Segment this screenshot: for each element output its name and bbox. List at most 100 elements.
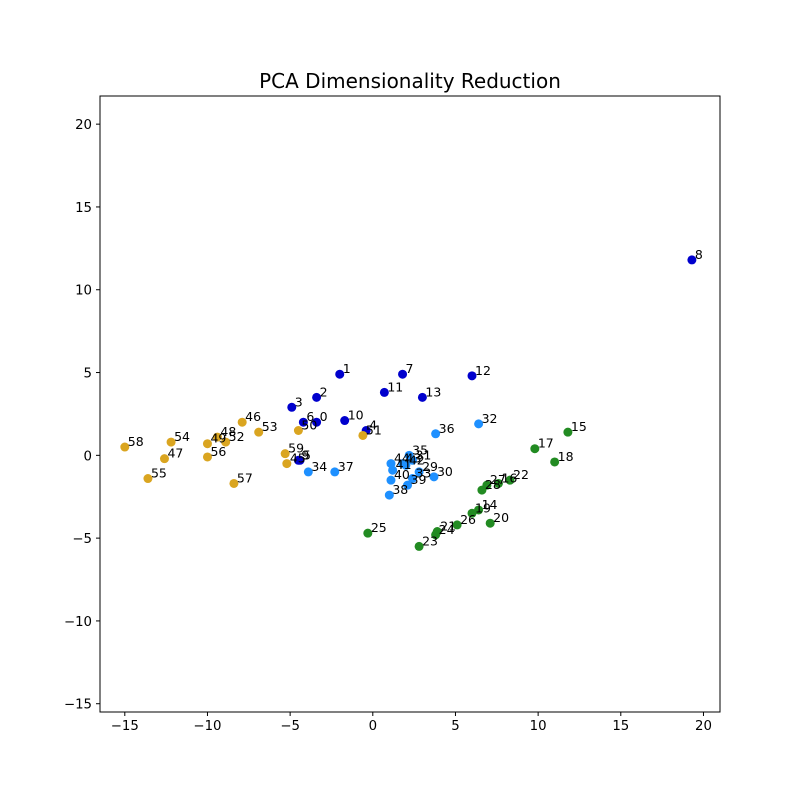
y-tick-label: −5 bbox=[72, 532, 92, 547]
data-point bbox=[386, 475, 396, 485]
point-label: 33 bbox=[415, 466, 431, 481]
point-label: 51 bbox=[366, 422, 382, 437]
point-label: 44 bbox=[394, 451, 410, 466]
point-label: 34 bbox=[311, 459, 327, 474]
data-point bbox=[335, 369, 345, 379]
y-tick-label: 10 bbox=[75, 284, 92, 299]
point-label: 39 bbox=[411, 472, 427, 487]
point-label: 0 bbox=[320, 409, 328, 424]
x-tick-label: 20 bbox=[695, 719, 712, 734]
data-point bbox=[358, 430, 368, 440]
y-tick-label: 0 bbox=[84, 449, 92, 464]
point-label: 40 bbox=[394, 467, 410, 482]
point-label: 58 bbox=[128, 434, 144, 449]
data-point bbox=[379, 387, 389, 397]
point-label: 19 bbox=[475, 500, 491, 515]
y-tick-label: −15 bbox=[64, 698, 92, 713]
data-point bbox=[143, 474, 153, 484]
data-point bbox=[485, 518, 495, 528]
point-label: 31 bbox=[415, 447, 431, 462]
data-point bbox=[563, 427, 573, 437]
data-point bbox=[493, 478, 503, 488]
point-label: 35 bbox=[412, 442, 428, 457]
data-point bbox=[474, 419, 484, 429]
point-label: 1 bbox=[343, 361, 351, 376]
data-points bbox=[120, 255, 697, 551]
data-point bbox=[221, 437, 231, 447]
point-label: 49 bbox=[210, 431, 226, 446]
data-point bbox=[340, 416, 350, 426]
point-label: 15 bbox=[571, 419, 587, 434]
point-label: 54 bbox=[174, 429, 190, 444]
data-point bbox=[530, 444, 540, 454]
data-point bbox=[293, 425, 303, 435]
point-label: 43 bbox=[406, 451, 422, 466]
point-labels: 0123456789101112131415161718192021222324… bbox=[128, 247, 703, 548]
x-tick-label: −10 bbox=[193, 719, 221, 734]
x-tick-label: 0 bbox=[369, 719, 377, 734]
data-point bbox=[202, 439, 212, 449]
point-label: 22 bbox=[513, 467, 529, 482]
point-label: 25 bbox=[371, 520, 387, 535]
data-point bbox=[312, 392, 322, 402]
data-point bbox=[417, 392, 427, 402]
point-label: 13 bbox=[425, 384, 441, 399]
point-label: 18 bbox=[558, 449, 574, 464]
point-label: 41 bbox=[396, 457, 412, 472]
point-label: 42 bbox=[409, 452, 425, 467]
point-label: 12 bbox=[475, 363, 491, 378]
data-point bbox=[386, 459, 396, 469]
data-point bbox=[298, 417, 308, 427]
chart-title: PCA Dimensionality Reduction bbox=[259, 69, 561, 93]
data-point bbox=[363, 528, 373, 538]
data-point bbox=[431, 530, 441, 540]
point-label: 56 bbox=[210, 444, 226, 459]
data-point bbox=[477, 485, 487, 495]
data-point bbox=[254, 427, 264, 437]
data-point bbox=[505, 475, 515, 485]
point-label: 2 bbox=[320, 384, 328, 399]
point-label: 4 bbox=[369, 417, 377, 432]
point-label: 36 bbox=[439, 421, 455, 436]
data-point bbox=[303, 467, 313, 477]
y-tick-label: 15 bbox=[75, 201, 92, 216]
point-label: 45 bbox=[290, 451, 306, 466]
point-label: 27 bbox=[490, 472, 506, 487]
point-label: 57 bbox=[237, 470, 253, 485]
x-tick-label: 10 bbox=[530, 719, 547, 734]
point-label: 8 bbox=[695, 247, 703, 262]
data-point bbox=[384, 490, 394, 500]
data-point bbox=[293, 455, 303, 465]
data-point bbox=[687, 255, 697, 265]
data-point bbox=[229, 478, 239, 488]
y-tick-label: 5 bbox=[84, 367, 92, 382]
data-point bbox=[467, 508, 477, 518]
point-label: 32 bbox=[482, 411, 498, 426]
data-point bbox=[414, 467, 424, 477]
data-point bbox=[398, 459, 408, 469]
data-point bbox=[403, 480, 413, 490]
data-point bbox=[282, 459, 292, 469]
data-point bbox=[404, 450, 414, 460]
point-label: 28 bbox=[485, 477, 501, 492]
point-label: 53 bbox=[262, 419, 278, 434]
data-point bbox=[312, 417, 322, 427]
point-label: 37 bbox=[338, 459, 354, 474]
data-point bbox=[202, 452, 212, 462]
data-point bbox=[237, 417, 247, 427]
data-point bbox=[287, 402, 297, 412]
point-label: 47 bbox=[167, 446, 183, 461]
point-label: 6 bbox=[306, 409, 314, 424]
point-label: 26 bbox=[460, 512, 476, 527]
point-label: 52 bbox=[229, 429, 245, 444]
data-point bbox=[429, 472, 439, 482]
point-label: 17 bbox=[538, 436, 554, 451]
point-label: 46 bbox=[245, 409, 261, 424]
data-point bbox=[407, 474, 417, 484]
point-label: 30 bbox=[437, 464, 453, 479]
data-point bbox=[159, 454, 169, 464]
data-point bbox=[120, 442, 130, 452]
point-label: 50 bbox=[301, 417, 317, 432]
point-label: 7 bbox=[406, 361, 414, 376]
